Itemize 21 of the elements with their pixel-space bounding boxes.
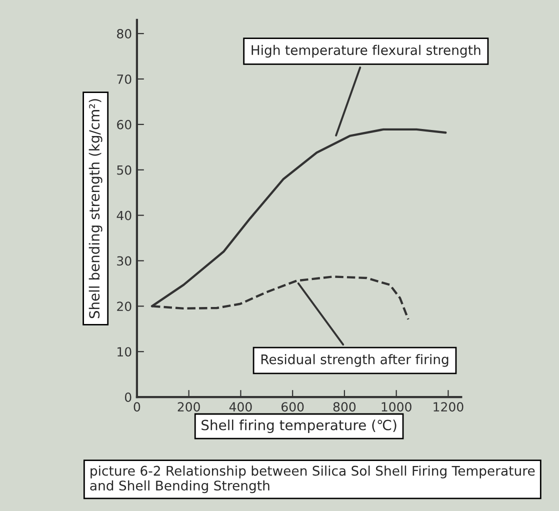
y-tick-label: 60 (117, 120, 132, 130)
x-tick-label: 1200 (434, 402, 464, 412)
text: picture 6-2 Relationship between Silica Sol Shell Firing Temperature and Shell Bending Strength (90, 466, 535, 494)
y-tick-label: 70 (117, 74, 132, 84)
y-tick-label: 10 (118, 347, 132, 357)
y-tick-label: 30 (117, 256, 132, 266)
y-tick-label: 0 (124, 392, 132, 402)
y-tick-label: 40 (116, 210, 132, 220)
x-tick-label: 600 (282, 402, 304, 412)
y-tick-label: 20 (117, 302, 132, 312)
x-tick-label: 400 (229, 402, 252, 412)
x-tick-label: 800 (333, 402, 356, 412)
annotation: Residual strength after firing (261, 354, 448, 367)
x-tick-label: 200 (178, 402, 200, 412)
annotation: High temperature flexural strength (252, 44, 480, 58)
x-tick-label: 1000 (382, 402, 412, 412)
y-tick-label: 50 (117, 165, 132, 175)
x-axis-title: Shell firing temperature (℃) (202, 420, 396, 434)
y-axis-title: Shell bending strength (kg/cm²) (88, 99, 102, 318)
y-tick-label: 80 (117, 29, 132, 38)
x-tick-label: 0 (134, 402, 140, 412)
